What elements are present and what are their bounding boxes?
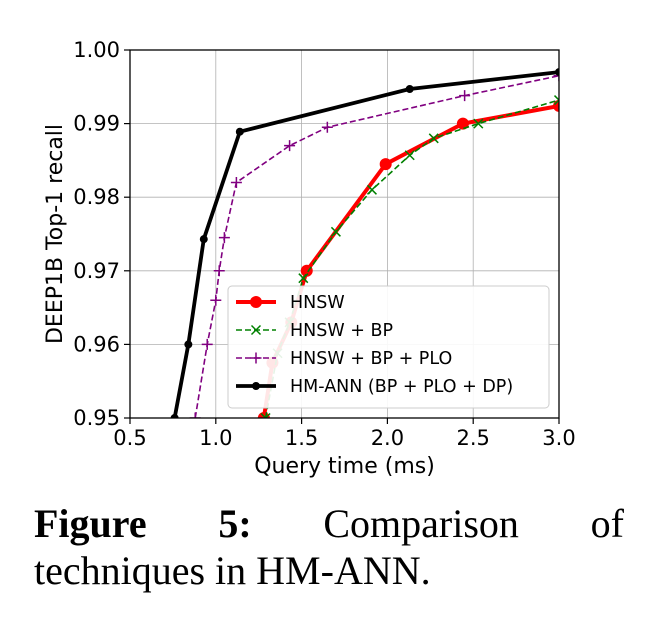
x-tick-label: 1.0 (199, 426, 232, 450)
series-line (172, 70, 559, 418)
data-point (553, 95, 559, 106)
y-tick-label: 0.99 (73, 112, 120, 136)
data-point (459, 90, 471, 102)
caption-figure-number: 5: (218, 501, 252, 546)
x-tick-label: 3.0 (542, 426, 575, 450)
legend-marker (252, 382, 260, 390)
data-point (230, 176, 242, 188)
caption-word-comparison: Comparison (323, 501, 519, 546)
y-tick-label: 0.98 (73, 185, 120, 209)
data-point (284, 140, 296, 152)
caption-line-2: techniques in HM-ANN. (34, 548, 431, 594)
figure-caption: Figure 5: Comparison of techniques in HM… (34, 500, 624, 594)
y-tick-label: 0.95 (73, 406, 120, 430)
data-point (366, 184, 377, 195)
caption-word-of: of (590, 501, 624, 546)
data-point (405, 85, 414, 94)
data-point (298, 273, 309, 284)
plot-frame (129, 49, 560, 419)
data-point (473, 118, 484, 129)
caption-figure-label: Figure (34, 501, 147, 546)
caption-line-1: Figure 5: Comparison of (34, 500, 624, 547)
axis-ticks: 0.5 1.0 1.5 2.0 2.5 3.0 0.95 0.96 0.97 0.98 0.99 1.… (73, 38, 575, 450)
data-point (201, 338, 213, 350)
data-point (260, 412, 271, 418)
y-tick-label: 1.00 (73, 38, 120, 62)
legend-label: HNSW + BP (290, 321, 393, 341)
series-3 (170, 68, 559, 418)
data-point (555, 68, 559, 77)
series-line (194, 74, 559, 418)
y-tick-label: 0.96 (73, 332, 120, 356)
legend-marker (250, 352, 262, 364)
data-point (170, 414, 179, 418)
data-point (210, 294, 222, 306)
legend: HNSW HNSW + BP HNSW + BP + PLO HM-ANN (BP +… (227, 285, 550, 409)
data-point (404, 150, 415, 161)
data-point (428, 133, 439, 144)
data-point (189, 412, 201, 418)
x-axis-label: Query time (ms) (254, 454, 435, 479)
legend-label: HM-ANN (BP + PLO + DP) (290, 377, 513, 397)
data-point (321, 121, 333, 133)
data-point (184, 340, 193, 349)
x-tick-label: 2.0 (371, 426, 404, 450)
legend-marker (250, 324, 262, 336)
x-tick-label: 2.5 (456, 426, 489, 450)
data-point (218, 232, 230, 244)
series-2 (189, 70, 559, 418)
data-point (213, 265, 225, 277)
legend-box (227, 285, 550, 409)
data-point (330, 226, 341, 237)
y-tick-label: 0.97 (73, 259, 120, 283)
data-point (553, 70, 559, 82)
data-point (235, 127, 244, 136)
data-point (456, 117, 469, 130)
x-tick-label: 0.5 (113, 426, 146, 450)
x-tick-label: 1.5 (285, 426, 318, 450)
y-axis-label: DEEP1B Top-1 recall (43, 124, 68, 344)
legend-marker (250, 296, 262, 308)
legend-label: HNSW (290, 293, 345, 313)
chart-svg: 0.5 1.0 1.5 2.0 2.5 3.0 0.95 0.96 0.97 0.98 0.99 1.… (43, 38, 576, 479)
data-point (379, 158, 392, 171)
data-point (199, 235, 208, 244)
legend-label: HNSW + BP + PLO (290, 349, 452, 369)
